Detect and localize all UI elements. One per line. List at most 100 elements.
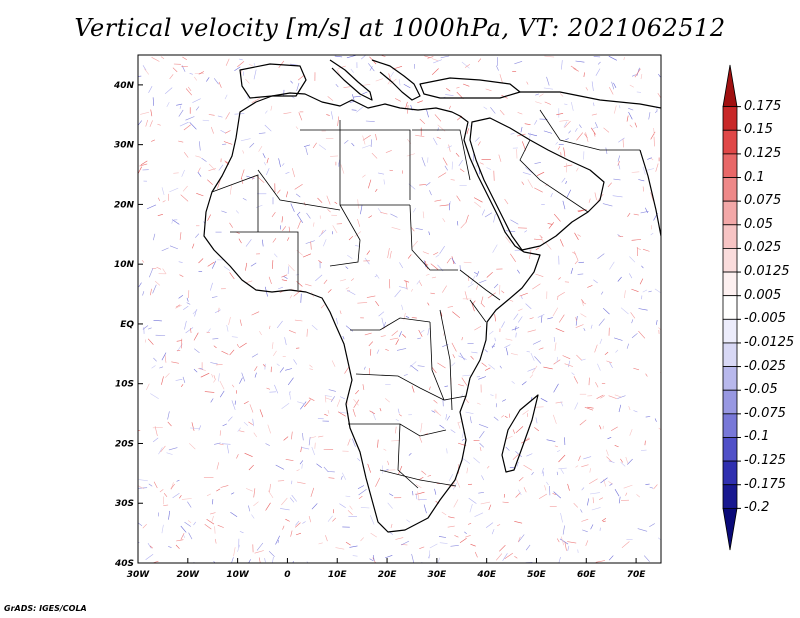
field-streak	[142, 523, 147, 529]
field-streak	[389, 169, 393, 171]
field-streak	[527, 329, 536, 333]
field-streak	[167, 421, 172, 427]
field-streak	[595, 560, 606, 563]
field-streak	[589, 468, 591, 473]
field-streak	[158, 197, 160, 202]
field-streak	[190, 327, 192, 333]
field-streak	[180, 525, 187, 533]
field-streak	[281, 403, 290, 409]
field-streak	[573, 502, 579, 508]
field-streak	[179, 232, 182, 240]
field-streak	[439, 204, 449, 207]
field-streak	[376, 349, 380, 354]
field-streak	[360, 507, 370, 509]
field-streak	[157, 214, 163, 216]
colorbar-segment	[722, 200, 738, 226]
map-title: Vertical velocity [m/s] at 1000hPa, VT: …	[74, 14, 726, 42]
field-streak	[176, 479, 180, 482]
field-streak	[346, 55, 356, 59]
field-streak	[631, 319, 634, 324]
field-streak	[160, 56, 165, 60]
field-streak	[626, 343, 629, 349]
field-streak	[291, 431, 293, 440]
field-streak	[223, 141, 233, 145]
field-streak	[543, 366, 553, 370]
field-streak	[638, 330, 646, 339]
field-streak	[219, 430, 221, 436]
field-streak	[496, 65, 499, 71]
field-streak	[380, 212, 388, 215]
field-streak	[332, 517, 337, 522]
field-streak	[495, 553, 503, 561]
field-streak	[198, 425, 202, 431]
field-streak	[183, 124, 191, 131]
colorbar-segment	[722, 271, 738, 297]
field-streak	[628, 111, 633, 120]
field-streak	[197, 368, 206, 371]
field-streak	[565, 138, 569, 141]
field-streak	[465, 535, 471, 538]
field-streak	[526, 453, 533, 457]
field-streak	[379, 407, 382, 412]
field-streak	[355, 389, 360, 395]
colorbar-segment	[722, 295, 738, 320]
field-streak	[282, 525, 285, 530]
field-streak	[547, 223, 553, 225]
field-streak	[175, 304, 182, 309]
field-streak	[338, 159, 340, 167]
field-streak	[403, 374, 408, 376]
field-streak	[227, 445, 229, 454]
field-streak	[295, 520, 300, 526]
field-streak	[479, 431, 485, 439]
field-streak	[310, 241, 312, 250]
field-streak	[559, 93, 564, 97]
field-streak	[248, 64, 253, 66]
field-streak	[576, 132, 584, 141]
field-streak	[636, 494, 640, 498]
field-streak	[517, 112, 523, 115]
field-streak	[655, 163, 659, 172]
field-streak	[424, 55, 430, 58]
field-streak	[556, 113, 564, 116]
field-streak	[140, 160, 148, 166]
field-streak	[403, 280, 410, 283]
field-streak	[583, 456, 592, 460]
field-streak	[540, 315, 543, 323]
field-streak	[337, 116, 339, 127]
field-streak	[268, 276, 272, 284]
field-streak	[413, 207, 417, 213]
field-streak	[529, 132, 531, 139]
field-streak	[610, 426, 618, 431]
field-streak	[357, 302, 368, 304]
field-streak	[580, 358, 586, 361]
x-tick-label: 10W	[226, 570, 250, 580]
field-streak	[435, 254, 440, 258]
field-streak	[510, 219, 519, 225]
field-streak	[390, 71, 394, 78]
field-streak	[389, 337, 399, 340]
y-tick-label: 30S	[115, 499, 134, 509]
field-streak	[211, 260, 217, 269]
field-streak	[504, 552, 513, 560]
y-tick-label: 20S	[115, 439, 134, 449]
field-streak	[585, 540, 589, 547]
colorbar-level-label: 0.0125	[744, 264, 790, 280]
field-streak	[479, 446, 482, 452]
field-streak	[300, 293, 302, 303]
field-streak	[419, 184, 427, 186]
field-streak	[576, 167, 579, 172]
field-streak	[405, 101, 408, 109]
field-streak	[375, 188, 378, 192]
field-streak	[547, 317, 553, 320]
field-streak	[208, 114, 215, 116]
field-streak	[419, 436, 423, 443]
field-streak	[449, 105, 451, 110]
x-tick-label: 50E	[527, 570, 547, 580]
field-streak	[587, 406, 594, 409]
field-streak	[162, 268, 167, 275]
field-streak	[424, 261, 428, 270]
field-streak	[169, 74, 174, 80]
field-streak	[313, 222, 315, 227]
field-streak	[231, 384, 235, 388]
field-streak	[459, 352, 465, 361]
